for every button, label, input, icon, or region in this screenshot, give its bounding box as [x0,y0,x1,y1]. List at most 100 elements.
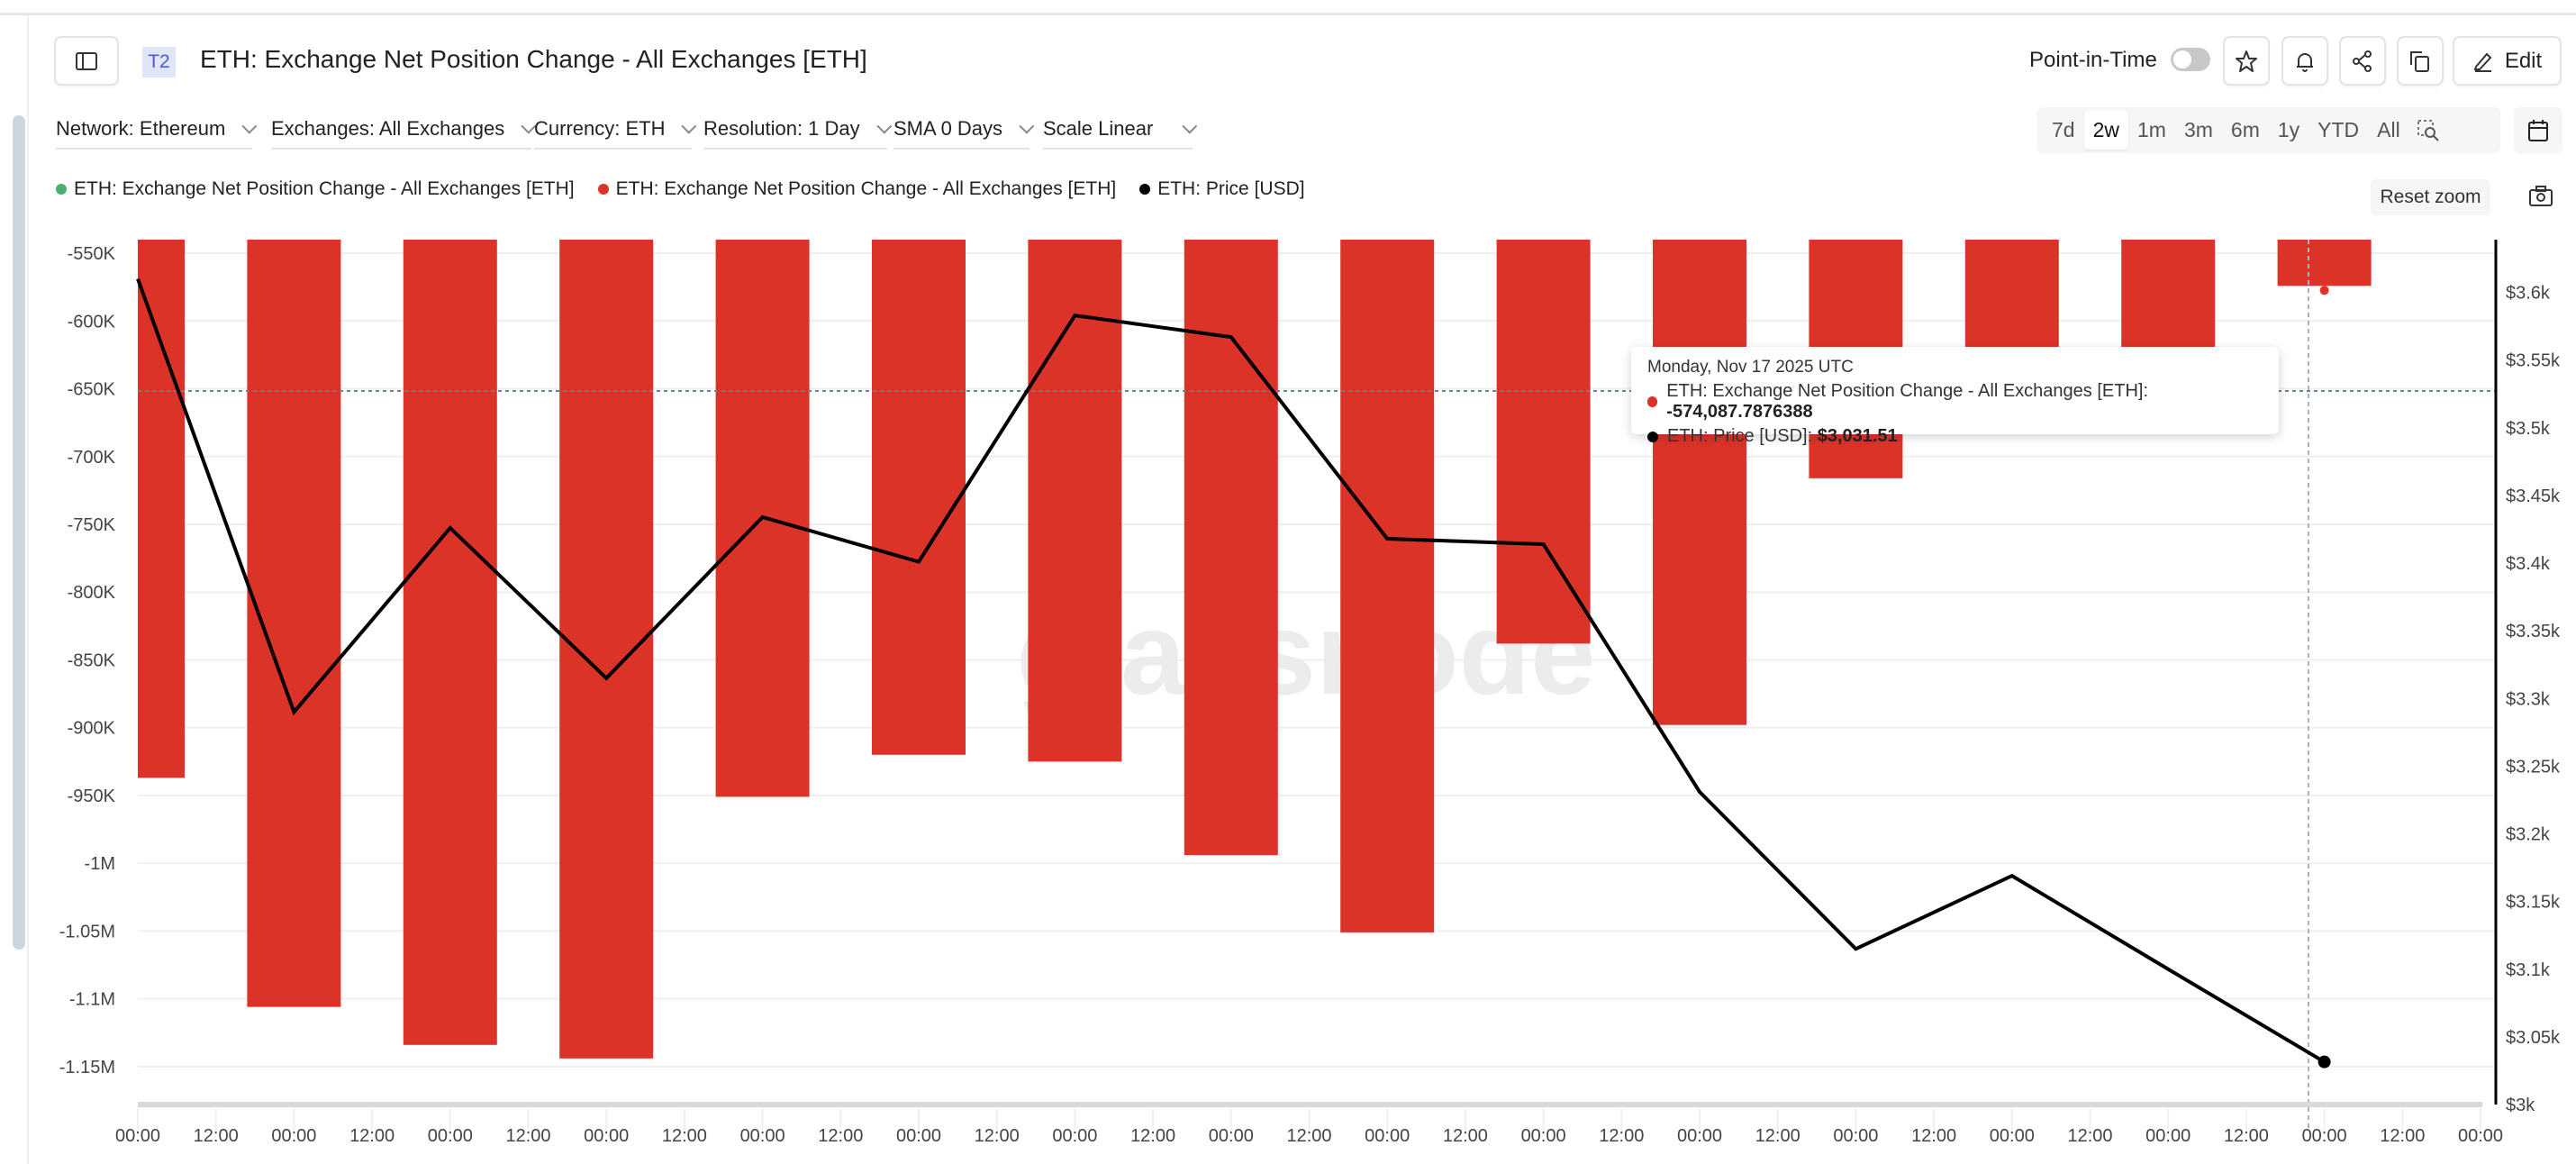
x-tick-label: 12:00 [2380,1126,2425,1146]
x-tick-label: 00:00 [1990,1126,2035,1146]
filter-label: Currency: ETH [534,117,666,140]
date-picker-button[interactable] [2514,107,2562,153]
zoom-select-icon[interactable] [2417,119,2440,142]
left-tick-label: -600K [68,312,116,332]
filter-label: Scale Linear [1043,117,1154,140]
tooltip-series2: ETH: Price [USD]: $3,031.51 [1667,426,1898,447]
edit-button[interactable]: Edit [2453,36,2562,86]
filter-label: Exchanges: All Exchanges [271,117,505,140]
bar [2277,240,2372,286]
duplicate-button[interactable] [2397,36,2444,86]
right-tick-label: $3.6k [2506,284,2551,304]
scrollbar[interactable] [13,115,25,950]
right-tick-label: $3.1k [2506,960,2551,980]
x-tick-label: 12:00 [1755,1126,1800,1146]
network-filter[interactable]: Network: Ethereum [56,117,258,150]
right-tick-label: $3k [2506,1096,2535,1115]
x-tick-label: 00:00 [740,1126,785,1146]
bar [1496,240,1591,644]
range-1m[interactable]: 1m [2137,118,2166,141]
range-selector: 7d 2w 1m 3m 6m 1y YTD All [2037,107,2500,153]
point-in-time-toggle[interactable] [2171,48,2210,71]
right-tick-label: $3.5k [2506,419,2551,439]
hover-marker-price [2317,1055,2331,1069]
x-tick-label: 00:00 [896,1126,941,1146]
x-tick-label: 00:00 [1052,1126,1097,1146]
x-tick-label: 00:00 [271,1126,316,1146]
legend-dot [1139,184,1151,195]
x-tick-label: 00:00 [2458,1126,2503,1146]
exchanges-filter[interactable]: Exchanges: All Exchanges [271,117,537,150]
pencil-icon [2473,52,2492,72]
alert-button[interactable] [2281,36,2328,86]
right-tick-label: $3.25k [2506,757,2561,777]
scale-filter[interactable]: Scale Linear [1043,117,1198,150]
camera-icon[interactable] [2527,184,2554,209]
left-divider [27,15,29,1164]
favorite-button[interactable] [2223,36,2270,86]
legend-item[interactable]: ETH: Exchange Net Position Change - All … [56,178,575,200]
currency-filter[interactable]: Currency: ETH [534,117,697,150]
range-ytd[interactable]: YTD [2317,118,2360,141]
x-tick-label: 12:00 [1130,1126,1175,1146]
price-line [136,277,2326,1064]
star-icon [2236,50,2257,72]
left-tick-label: -1.1M [69,990,115,1010]
right-tick-label: $3.35k [2506,622,2561,641]
reset-zoom-button[interactable]: Reset zoom [2371,179,2490,215]
right-tick-label: $3.4k [2506,554,2551,574]
resolution-filter[interactable]: Resolution: 1 Day [703,117,892,150]
x-tick-label: 00:00 [1365,1126,1410,1146]
bar [1964,240,2059,349]
range-2w[interactable]: 2w [2083,111,2128,150]
tooltip-dot [1647,431,1658,442]
sidebar-toggle-button[interactable] [54,36,119,86]
x-tick-label: 12:00 [662,1126,707,1146]
x-tick-label: 00:00 [1521,1126,1566,1146]
legend-dot [597,184,609,195]
x-tick-label: 12:00 [194,1126,239,1146]
page-title: ETH: Exchange Net Position Change - All … [200,45,867,73]
sma-filter[interactable]: SMA 0 Days [893,117,1035,150]
bar [1340,240,1435,932]
range-3m[interactable]: 3m [2183,118,2213,141]
range-1y[interactable]: 1y [2277,118,2300,141]
left-tick-label: -800K [68,583,116,603]
x-tick-label: 12:00 [2224,1126,2269,1146]
x-tick-label: 00:00 [2302,1126,2347,1146]
x-tick-label: 00:00 [584,1126,629,1146]
tooltip-series1: ETH: Exchange Net Position Change - All … [1666,381,2263,423]
bar [403,240,497,1045]
left-tick-label: -650K [68,380,116,400]
tooltip-value: -574,087.7876388 [1666,402,1813,422]
edit-label: Edit [2504,48,2543,73]
calendar-icon [2528,119,2548,141]
range-7d[interactable]: 7d [2052,118,2075,141]
left-tick-label: -1.15M [59,1058,115,1078]
range-all[interactable]: All [2377,118,2400,141]
filter-label: Network: Ethereum [56,117,226,140]
x-tick-label: 00:00 [428,1126,473,1146]
share-button[interactable] [2339,36,2386,86]
tooltip-dot [1647,396,1658,407]
x-tick-label: 00:00 [1209,1126,1254,1146]
tooltip-value: $3,031.51 [1817,426,1898,446]
range-6m[interactable]: 6m [2230,118,2260,141]
bar [1028,240,1122,762]
x-tick-label: 12:00 [1443,1126,1488,1146]
legend-label: ETH: Exchange Net Position Change - All … [74,178,575,199]
tooltip-date: Monday, Nov 17 2025 UTC [1647,358,1854,377]
top-divider [0,13,2576,15]
left-tick-label: -1M [85,854,115,874]
bar [1653,240,1746,725]
legend-item[interactable]: ETH: Price [USD] [1139,178,1305,200]
bar [872,240,966,755]
hover-marker-bar [2319,286,2329,296]
tooltip-label: ETH: Price [USD]: [1667,426,1818,446]
x-tick-label: 12:00 [1599,1126,1644,1146]
right-tick-label: $3.2k [2506,825,2551,845]
bar [138,240,185,778]
legend-item[interactable]: ETH: Exchange Net Position Change - All … [597,178,1116,200]
chart-legend: ETH: Exchange Net Position Change - All … [56,178,1305,200]
